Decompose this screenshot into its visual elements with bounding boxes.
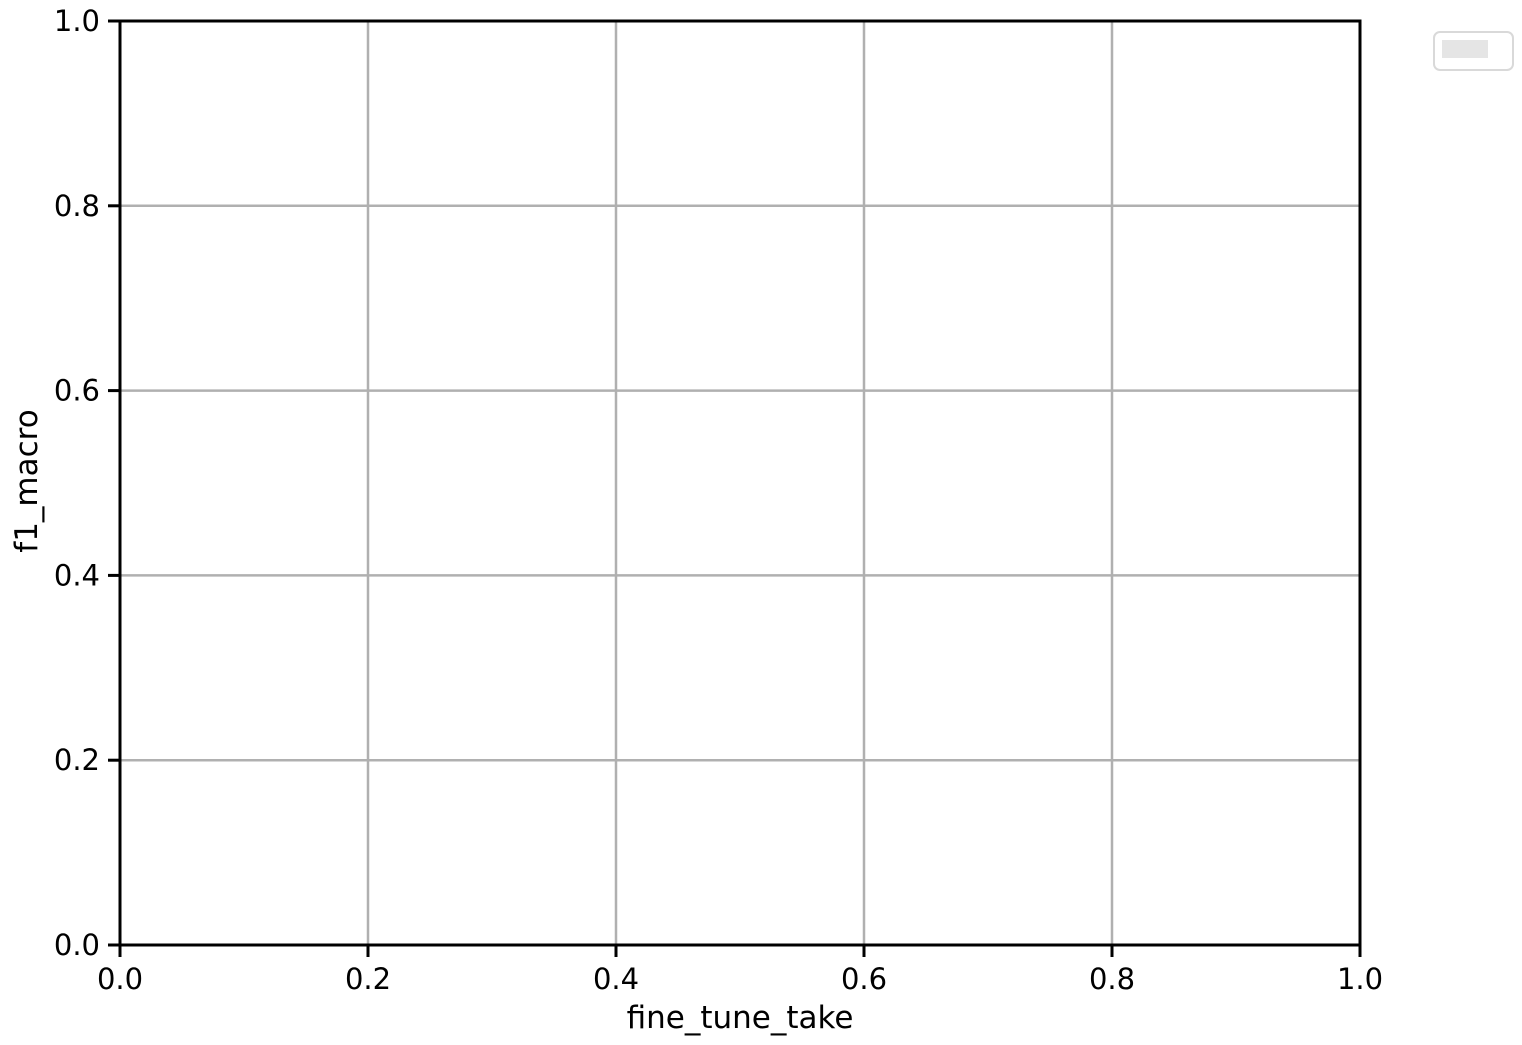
- x-axis-label: fine_tune_take: [627, 1000, 854, 1036]
- x-tick-label: 0.6: [841, 962, 887, 996]
- legend: [1433, 31, 1514, 71]
- y-axis-label: f1_macro: [9, 409, 45, 552]
- y-tick-label: 0.8: [54, 189, 100, 223]
- y-tick-label: 1.0: [54, 4, 100, 38]
- plot-frame: [118, 19, 1362, 947]
- y-tick-label: 0.0: [54, 928, 100, 962]
- legend-swatch: [1442, 40, 1488, 58]
- y-tick-label: 0.2: [54, 743, 100, 777]
- y-tick-label: 0.4: [54, 558, 100, 592]
- x-tick-label: 0.2: [345, 962, 391, 996]
- x-tick-label: 1.0: [1337, 962, 1383, 996]
- y-tick-label: 0.6: [54, 374, 100, 408]
- tick-labels: 0.0 0.2 0.4 0.6 0.8 1.0 0.0 0.2 0.4 0.6 0.8 1.0: [54, 4, 1383, 996]
- ticks: [108, 19, 1362, 957]
- x-tick-label: 0.4: [593, 962, 639, 996]
- x-tick-label: 0.0: [97, 962, 143, 996]
- x-tick-label: 0.8: [1089, 962, 1135, 996]
